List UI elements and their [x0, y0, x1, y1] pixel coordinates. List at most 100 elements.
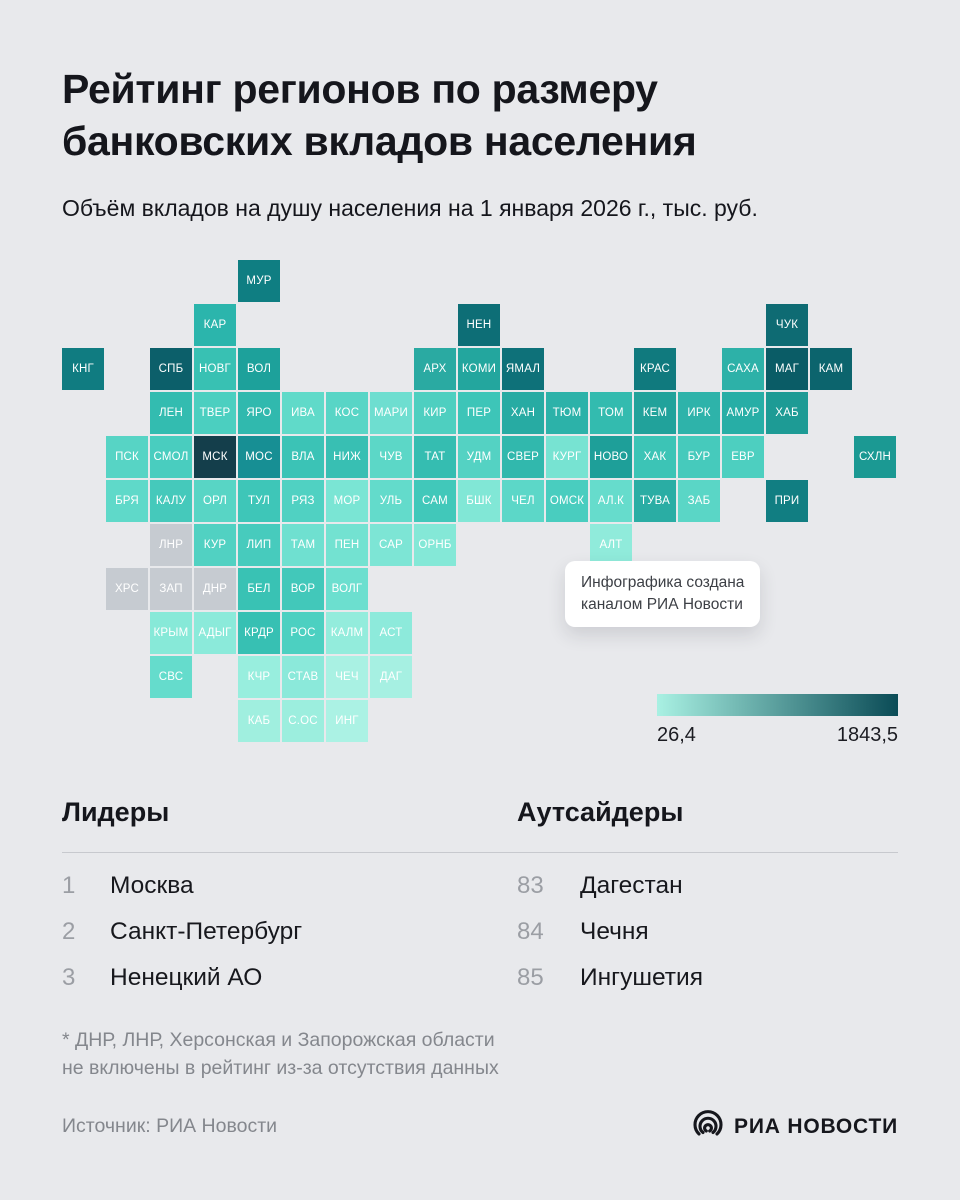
map-tile-КОС: КОС [326, 392, 368, 435]
map-tile-МСК: МСК [194, 436, 236, 479]
rank-row: 84 Чечня [517, 909, 898, 955]
map-tile-ПЕН: ПЕН [326, 524, 368, 567]
map-tile-НОВО: НОВО [590, 436, 632, 479]
title-line-1: Рейтинг регионов по размеру [62, 66, 658, 112]
callout-line-1: Инфографика создана [581, 574, 745, 592]
map-tile-ДНР: ДНР [194, 568, 236, 611]
title-line-2: банковских вкладов населения [62, 117, 697, 164]
ranking-lists: Лидеры Аутсайдеры 1 Москва 2 Санкт-Петербур… [62, 797, 898, 1001]
map-tile-ТАМ: ТАМ [282, 524, 324, 567]
map-tile-УЛЬ: УЛЬ [370, 480, 412, 523]
map-tile-БУР: БУР [678, 436, 720, 479]
region-name: Ненецкий АО [110, 964, 263, 992]
rank-number: 83 [517, 872, 544, 900]
page-subtitle: Объём вкладов на душу населения на 1 янв… [62, 194, 758, 221]
region-name: Москва [110, 872, 194, 900]
map-tile-КЕМ: КЕМ [634, 392, 676, 435]
logo-text: РИА НОВОСТИ [734, 1114, 898, 1138]
map-tile-КРЫМ: КРЫМ [150, 612, 192, 655]
map-tile-ОРНБ: ОРНБ [414, 524, 456, 567]
map-tile-САМ: САМ [414, 480, 456, 523]
map-tile-ЕВР: ЕВР [722, 436, 764, 479]
map-tile-ТВЕР: ТВЕР [194, 392, 236, 435]
map-tile-ВОР: ВОР [282, 568, 324, 611]
rank-row: 2 Санкт-Петербург [62, 909, 517, 955]
map-tile-ПСК: ПСК [106, 436, 148, 479]
map-tile-АРХ: АРХ [414, 348, 456, 391]
map-tile-СВС: СВС [150, 656, 192, 699]
map-tile-НЕН: НЕН [458, 304, 500, 347]
map-tile-КИР: КИР [414, 392, 456, 435]
map-tile-ТУВА: ТУВА [634, 480, 676, 523]
rank-number: 3 [62, 964, 76, 992]
map-tile-ТУЛ: ТУЛ [238, 480, 280, 523]
map-tile-КРАС: КРАС [634, 348, 676, 391]
map-tile-СМОЛ: СМОЛ [150, 436, 192, 479]
map-tile-ЧЕЧ: ЧЕЧ [326, 656, 368, 699]
map-tile-АСТ: АСТ [370, 612, 412, 655]
rank-row: 83 Дагестан [517, 863, 898, 909]
map-tile-КАМ: КАМ [810, 348, 852, 391]
legend-min-value: 26,4 [657, 724, 696, 747]
map-tile-ЗАП: ЗАП [150, 568, 192, 611]
map-tile-ЗАБ: ЗАБ [678, 480, 720, 523]
footnote-line-1: * ДНР, ЛНР, Херсонская и Запорожская обл… [62, 1029, 495, 1052]
region-name: Дагестан [580, 872, 683, 900]
map-tile-ДАГ: ДАГ [370, 656, 412, 699]
rank-number: 2 [62, 918, 76, 946]
map-tile-ОРЛ: ОРЛ [194, 480, 236, 523]
map-tile-ВОЛГ: ВОЛГ [326, 568, 368, 611]
tile-map: ИНГ С.ОС КАБ ДАГ ЧЕЧ СТАВ КЧР СВС АСТ КАЛМ РОС КРДР… [62, 260, 898, 760]
map-tile-ЧУК: ЧУК [766, 304, 808, 347]
map-tile-ПРИ: ПРИ [766, 480, 808, 523]
map-tile-БШК: БШК [458, 480, 500, 523]
legend-labels: 26,4 1843,5 [657, 724, 898, 747]
map-tile-КРДР: КРДР [238, 612, 280, 655]
ria-novosti-logo: РИА НОВОСТИ [691, 1107, 898, 1146]
globe-icon [691, 1107, 725, 1146]
map-tile-СПБ: СПБ [150, 348, 192, 391]
rank-number: 84 [517, 918, 544, 946]
map-tile-ТОМ: ТОМ [590, 392, 632, 435]
map-tile-С.ОС: С.ОС [282, 700, 324, 743]
map-tile-БРЯ: БРЯ [106, 480, 148, 523]
footnote-line-2: не включены в рейтинг из-за отсутствия д… [62, 1057, 499, 1080]
map-tile-МОР: МОР [326, 480, 368, 523]
lists-divider [62, 852, 898, 854]
leaders-list: 1 Москва 2 Санкт-Петербург 3 Ненецкий АО [62, 863, 517, 1001]
map-tile-ХАК: ХАК [634, 436, 676, 479]
map-tile-ОМСК: ОМСК [546, 480, 588, 523]
rank-row: 1 Москва [62, 863, 517, 909]
map-tile-ЛИП: ЛИП [238, 524, 280, 567]
map-tile-ЛЕН: ЛЕН [150, 392, 192, 435]
map-tile-РЯЗ: РЯЗ [282, 480, 324, 523]
map-tile-ЯРО: ЯРО [238, 392, 280, 435]
map-tile-ВЛА: ВЛА [282, 436, 324, 479]
map-tile-САХА: САХА [722, 348, 764, 391]
map-tile-УДМ: УДМ [458, 436, 500, 479]
legend-gradient-bar [657, 694, 898, 717]
map-tile-МАГ: МАГ [766, 348, 808, 391]
map-tile-НИЖ: НИЖ [326, 436, 368, 479]
map-tile-СВЕР: СВЕР [502, 436, 544, 479]
callout-line-2: каналом РИА Новости [581, 596, 743, 614]
color-legend: 26,4 1843,5 [657, 694, 898, 747]
map-tile-МОС: МОС [238, 436, 280, 479]
outsiders-list: 83 Дагестан 84 Чечня 85 Ингушетия [517, 863, 898, 1001]
map-tile-ЯМАЛ: ЯМАЛ [502, 348, 544, 391]
map-tile-ЧЕЛ: ЧЕЛ [502, 480, 544, 523]
map-tile-КАЛМ: КАЛМ [326, 612, 368, 655]
callout-box: Инфографика создана каналом РИА Новости [565, 561, 761, 627]
map-tile-КАЛУ: КАЛУ [150, 480, 192, 523]
page-title: Рейтинг регионов по размеру банковских в… [62, 64, 898, 167]
map-tile-БЕЛ: БЕЛ [238, 568, 280, 611]
map-tile-КНГ: КНГ [62, 348, 104, 391]
rank-row: 3 Ненецкий АО [62, 955, 517, 1001]
map-tile-КАБ: КАБ [238, 700, 280, 743]
map-tile-КЧР: КЧР [238, 656, 280, 699]
region-name: Чечня [580, 918, 649, 946]
legend-max-value: 1843,5 [836, 724, 898, 747]
map-tile-НОВГ: НОВГ [194, 348, 236, 391]
map-tile-КОМИ: КОМИ [458, 348, 500, 391]
